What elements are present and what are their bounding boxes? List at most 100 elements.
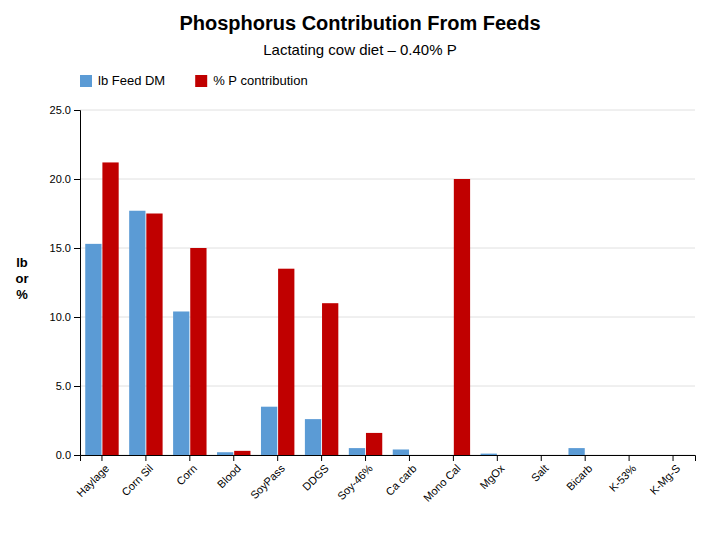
x-tick: Corn Sil bbox=[119, 455, 155, 498]
y-tick-mark bbox=[74, 110, 80, 111]
bar bbox=[481, 454, 497, 455]
x-tick: Bicarb bbox=[564, 455, 595, 493]
y-tick-mark bbox=[74, 317, 80, 318]
x-tick-mark bbox=[233, 455, 234, 461]
y-axis-title-line: % bbox=[16, 287, 28, 302]
bar bbox=[525, 455, 541, 456]
bar bbox=[568, 448, 584, 455]
x-tick: Salt bbox=[529, 455, 551, 484]
bar bbox=[305, 419, 321, 455]
x-tick-mark bbox=[365, 455, 366, 461]
chart-container: Phosphorus Contribution From Feeds Lactat… bbox=[0, 0, 720, 540]
bar bbox=[437, 455, 453, 456]
x-tick-label: MgOx bbox=[477, 462, 507, 492]
x-tick-label: Ca carb bbox=[383, 462, 419, 498]
bar bbox=[349, 448, 365, 455]
x-tick-label: Corn bbox=[174, 462, 199, 487]
x-tick: MgOx bbox=[477, 455, 507, 491]
x-tick: Mono Cal bbox=[421, 455, 463, 504]
y-axis-title: lbor% bbox=[16, 255, 29, 303]
x-tick-label: Bicarb bbox=[564, 462, 595, 493]
x-tick: SoyPass bbox=[248, 455, 288, 501]
bar bbox=[393, 449, 409, 455]
grid bbox=[80, 110, 695, 455]
bar bbox=[85, 244, 101, 455]
bar bbox=[612, 455, 628, 456]
bar bbox=[102, 162, 118, 455]
x-axis: HaylageCorn Sil Corn BloodSoyPass DDGSSoy-4… bbox=[74, 455, 695, 504]
chart-title: Phosphorus Contribution From Feeds bbox=[179, 12, 540, 34]
x-tick-mark bbox=[321, 455, 322, 461]
x-tick-label: DDGS bbox=[300, 462, 331, 493]
y-tick: 25.0 bbox=[50, 104, 80, 116]
bar bbox=[261, 407, 277, 455]
grid-line bbox=[80, 317, 695, 318]
bar bbox=[630, 455, 646, 456]
bar bbox=[498, 455, 514, 456]
bar-series bbox=[102, 162, 470, 455]
y-axis-title-line: lb bbox=[16, 255, 28, 270]
x-tick: Haylage bbox=[74, 455, 111, 499]
x-tick-label: K-Mg-S bbox=[648, 462, 683, 497]
bar bbox=[173, 311, 189, 455]
grid-line bbox=[80, 179, 695, 180]
y-tick-label: 20.0 bbox=[50, 173, 71, 185]
y-tick: 10.0 bbox=[50, 311, 80, 323]
x-tick-mark bbox=[409, 455, 410, 461]
chart-subtitle: Lactating cow diet – 0.40% P bbox=[263, 41, 456, 58]
y-axis-title-line: or bbox=[16, 271, 29, 286]
y-tick: 20.0 bbox=[50, 173, 80, 185]
y-tick-label: 25.0 bbox=[50, 104, 71, 116]
x-tick-label: Corn Sil bbox=[119, 462, 155, 498]
bar bbox=[542, 455, 558, 456]
chart-svg: Phosphorus Contribution From Feeds Lactat… bbox=[0, 0, 720, 540]
x-tick-label: SoyPass bbox=[248, 462, 288, 502]
x-tick: DDGS bbox=[300, 455, 331, 493]
x-tick-mark bbox=[585, 455, 586, 461]
x-tick: K-Mg-S bbox=[648, 455, 683, 497]
bar bbox=[454, 179, 470, 455]
bar bbox=[673, 455, 689, 456]
x-tick-label: Soy-46% bbox=[335, 462, 375, 502]
bars bbox=[85, 162, 585, 455]
x-tick: Corn bbox=[174, 455, 199, 487]
x-tick: Soy-46% bbox=[335, 455, 375, 502]
x-tick: Blood bbox=[215, 455, 243, 490]
bar bbox=[190, 248, 206, 455]
bar bbox=[410, 455, 426, 456]
bar bbox=[234, 451, 250, 455]
x-tick-mark bbox=[497, 455, 498, 461]
y-tick-label: 10.0 bbox=[50, 311, 71, 323]
x-tick-label: K-53% bbox=[607, 462, 639, 494]
x-tick-label: Blood bbox=[215, 462, 243, 490]
y-tick-label: 15.0 bbox=[50, 242, 71, 254]
y-tick: 15.0 bbox=[50, 242, 80, 254]
x-tick-mark bbox=[453, 455, 454, 461]
x-tick: K-53% bbox=[607, 455, 639, 494]
bar bbox=[366, 433, 382, 455]
y-axis: 0.05.010.015.020.025.0 bbox=[50, 104, 81, 461]
bar bbox=[146, 214, 162, 456]
legend-item: % P contribution bbox=[195, 73, 307, 88]
bar bbox=[586, 455, 602, 456]
x-tick-mark bbox=[101, 455, 102, 461]
x-tick-mark bbox=[189, 455, 190, 461]
legend-item: lb Feed DM bbox=[80, 73, 165, 88]
y-tick-label: 0.0 bbox=[56, 449, 71, 461]
x-tick-label: Salt bbox=[529, 462, 551, 484]
bar-series bbox=[85, 211, 585, 455]
bar bbox=[322, 303, 338, 455]
y-tick-mark bbox=[74, 248, 80, 249]
y-tick-mark bbox=[74, 386, 80, 387]
x-tick-label: Haylage bbox=[74, 462, 111, 499]
y-axis-line bbox=[74, 111, 81, 456]
bar bbox=[278, 269, 294, 455]
grid-line bbox=[80, 248, 695, 249]
x-tick-label: Mono Cal bbox=[421, 462, 463, 504]
legend-label: lb Feed DM bbox=[98, 73, 165, 88]
x-tick-mark bbox=[277, 455, 278, 461]
y-tick: 0.0 bbox=[56, 449, 80, 461]
x-tick-mark bbox=[629, 455, 630, 461]
bar bbox=[129, 211, 145, 455]
legend-swatch bbox=[195, 75, 207, 87]
